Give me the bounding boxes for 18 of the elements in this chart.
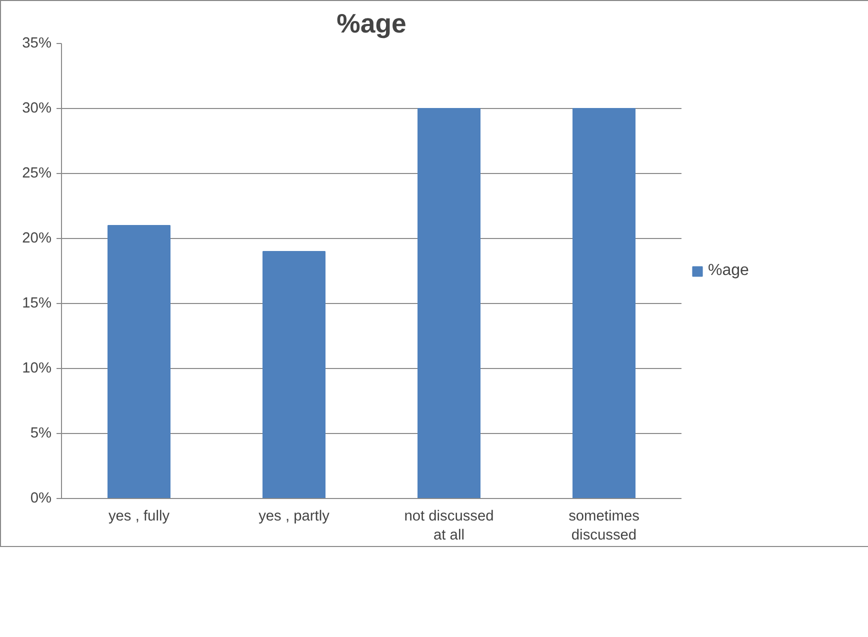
chart-title: %age [336, 8, 406, 38]
bar [262, 251, 326, 498]
x-tick-label: not discussed at all [404, 508, 494, 544]
bar [572, 108, 636, 498]
y-tick-label: 10% [22, 360, 52, 376]
x-tick-label: sometimes discussed [568, 508, 640, 544]
x-tick-label: yes , fully [108, 508, 170, 524]
y-tick-label: 30% [22, 100, 52, 116]
y-tick-label: 0% [30, 490, 52, 506]
legend-label: %age [708, 262, 749, 280]
y-tick-label: 20% [22, 230, 52, 246]
x-tick-label: yes , partly [258, 508, 330, 524]
bar [418, 108, 480, 498]
y-tick-label: 15% [22, 296, 52, 312]
bar [108, 225, 170, 498]
y-tick-label: 35% [22, 36, 52, 52]
y-tick-label: 5% [30, 426, 52, 442]
y-tick-label: 25% [22, 166, 52, 182]
